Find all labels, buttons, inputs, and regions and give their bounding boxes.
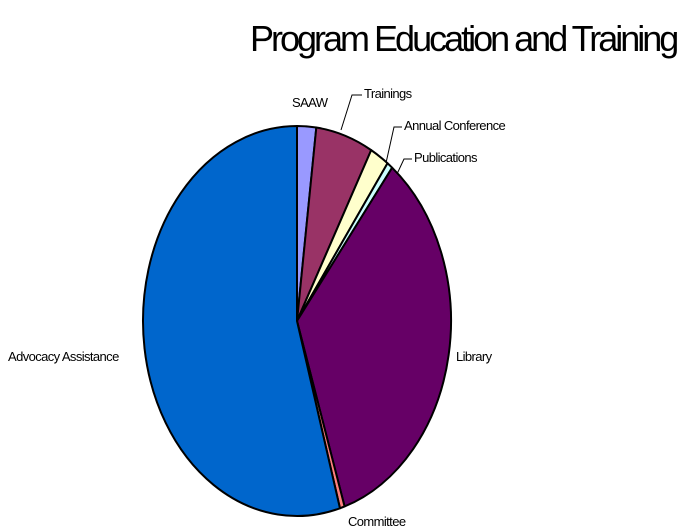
slice-labels: SAAW Trainings Annual Conference Publicatio…	[8, 86, 506, 529]
leader-lines	[340, 94, 412, 175]
pie-slice-library	[296, 166, 452, 508]
slice-label-saaw: SAAW	[292, 95, 329, 110]
leader-line-publications	[396, 158, 412, 175]
pie-slice-advocacy-assistance	[142, 125, 341, 517]
leader-line-annual-conference	[385, 126, 402, 164]
slice-label-annual-conference: Annual Conference	[404, 118, 505, 133]
leader-line-trainings	[340, 94, 362, 131]
slice-label-committee: Committee	[348, 514, 406, 529]
pie-slices	[142, 125, 452, 517]
slice-label-advocacy-assistance: Advocacy Assistance	[8, 349, 119, 364]
slice-label-trainings: Trainings	[364, 86, 413, 101]
slice-label-publications: Publications	[414, 150, 478, 165]
slice-label-library: Library	[456, 349, 493, 364]
chart-title: Program Education and Training	[250, 18, 679, 59]
